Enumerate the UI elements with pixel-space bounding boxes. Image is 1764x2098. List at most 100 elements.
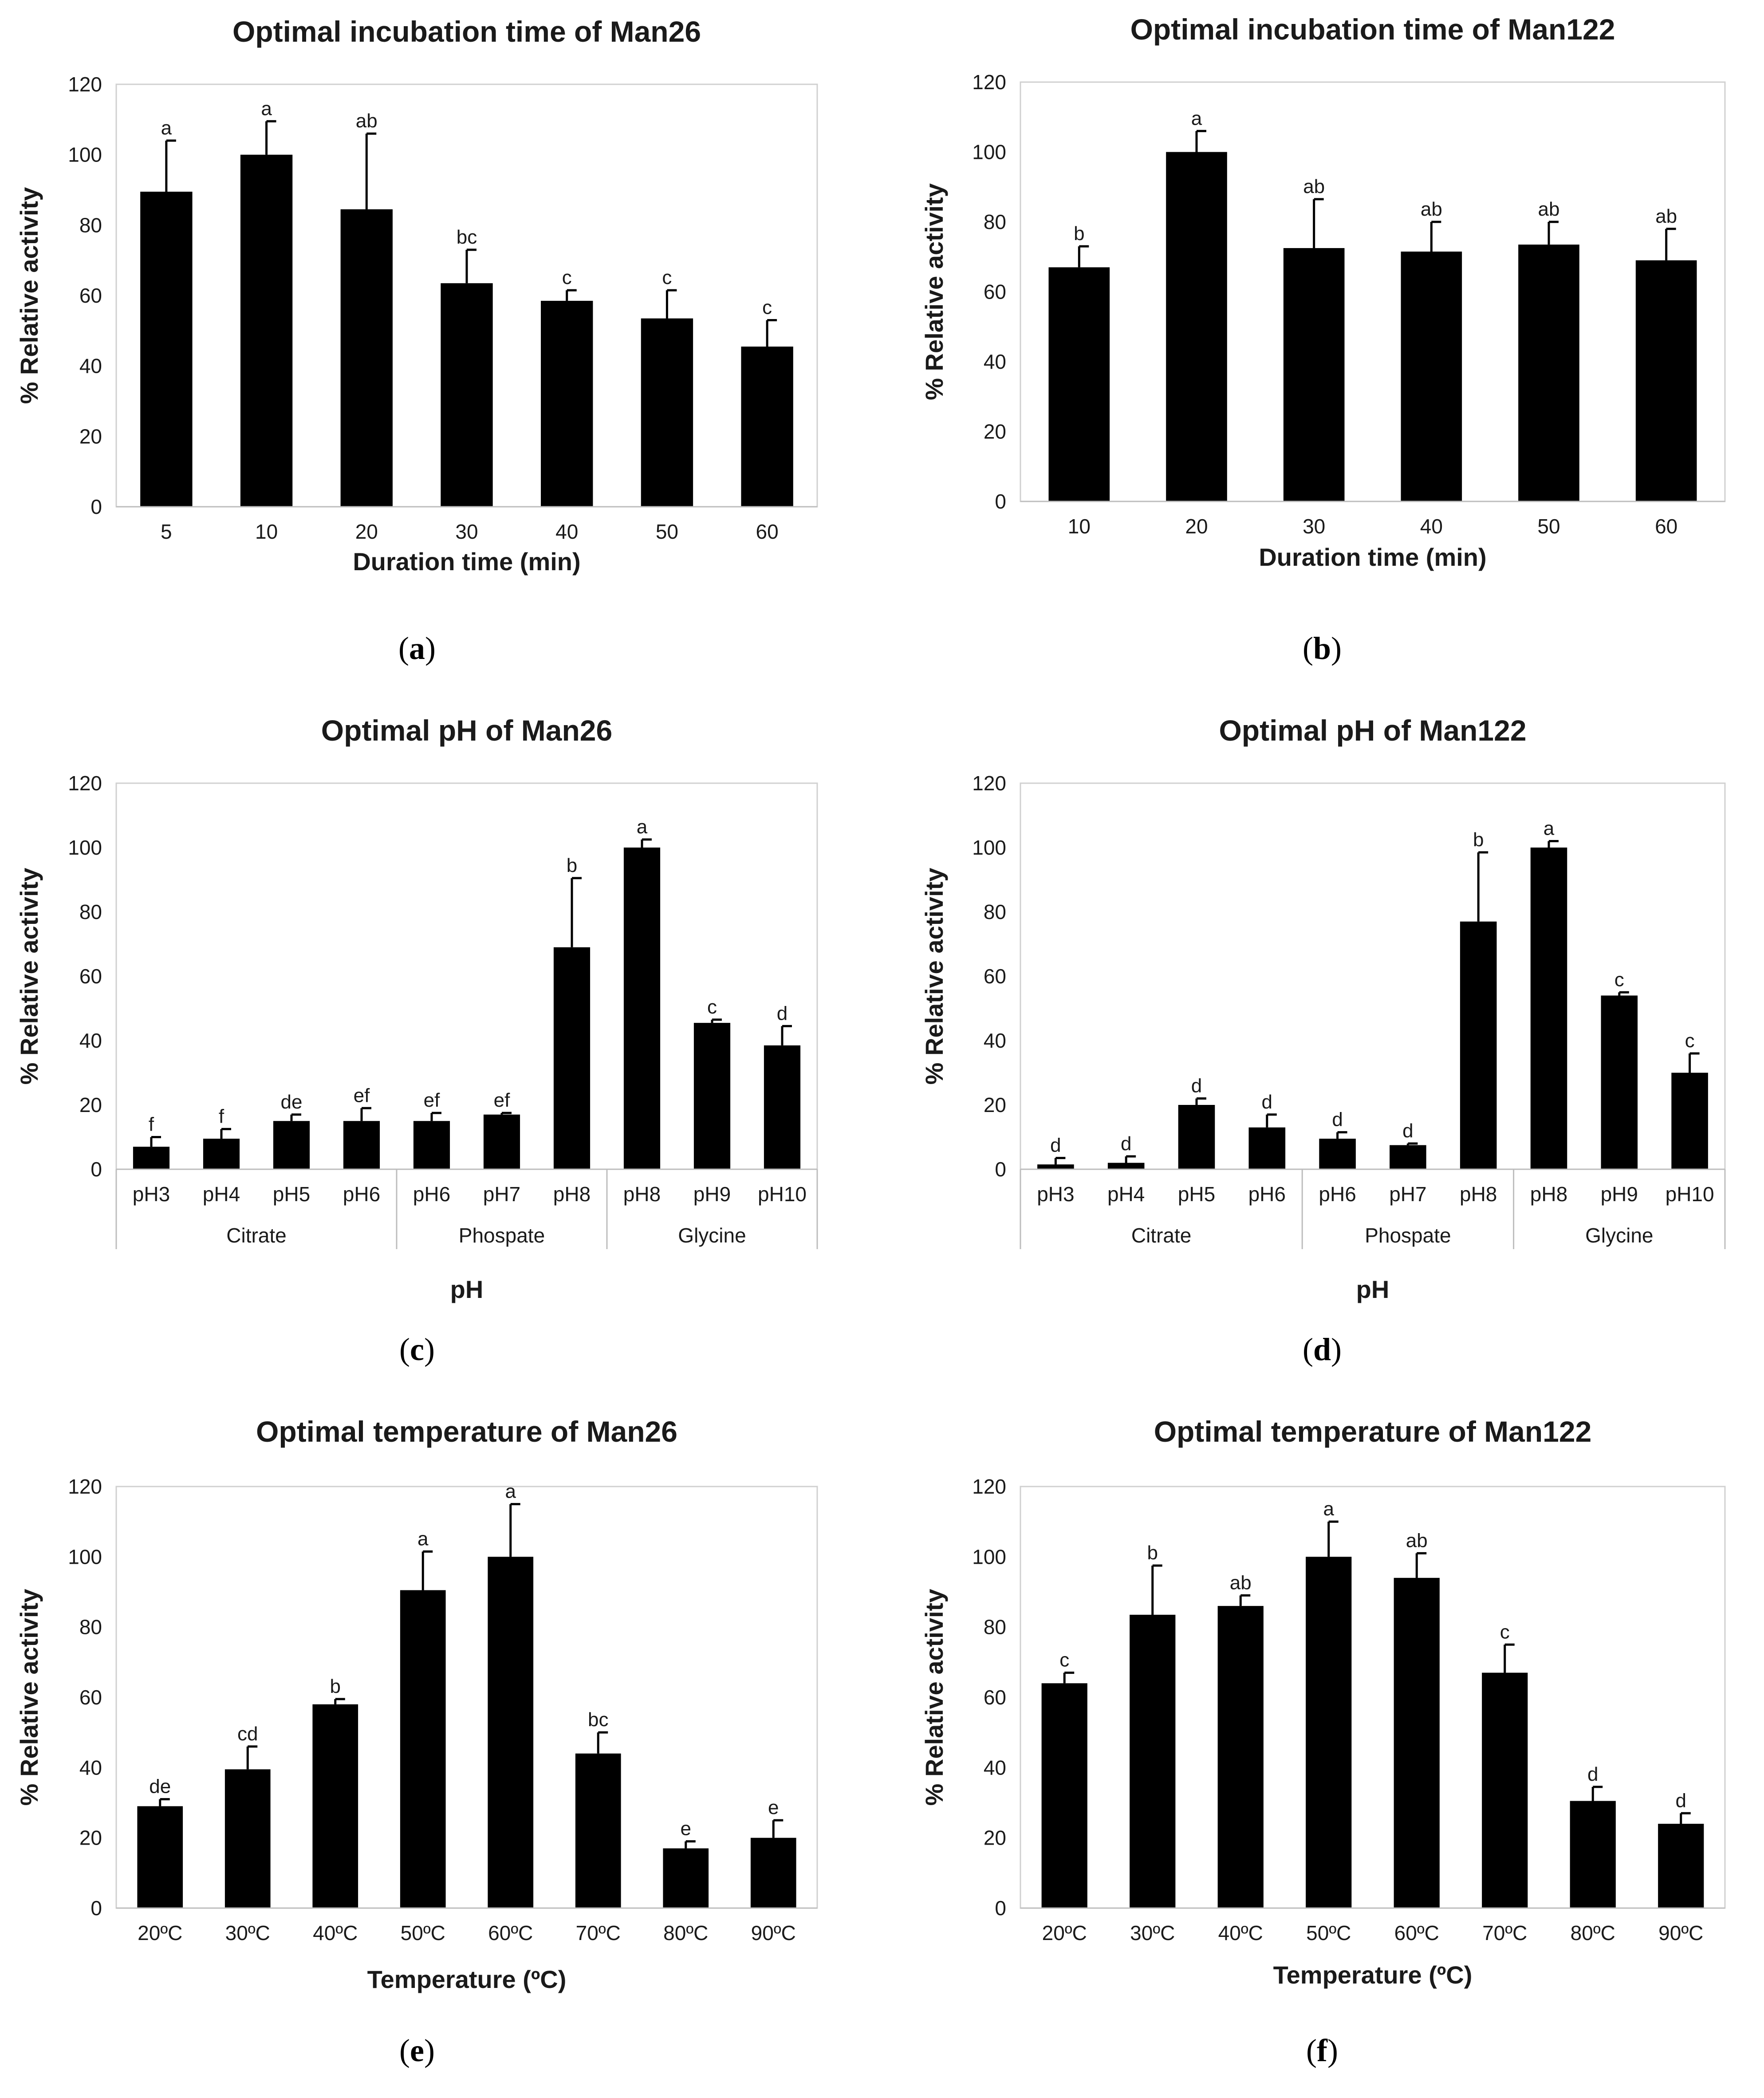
x-tick-label: pH4 bbox=[1107, 1183, 1145, 1206]
y-tick-label: 40 bbox=[79, 1029, 102, 1052]
bar bbox=[343, 1121, 380, 1169]
y-tick-label: 40 bbox=[79, 355, 102, 378]
y-tick-label: 120 bbox=[68, 1475, 102, 1498]
x-tick-label: pH10 bbox=[758, 1183, 807, 1206]
x-tick-label: pH9 bbox=[1601, 1183, 1638, 1206]
panel-letter: d bbox=[1313, 1332, 1331, 1367]
significance-label: ab bbox=[1406, 1530, 1428, 1551]
y-tick-label: 80 bbox=[984, 210, 1006, 233]
y-axis-label: % Relative activity bbox=[920, 1589, 948, 1806]
bar bbox=[1601, 995, 1638, 1169]
bar bbox=[750, 1838, 796, 1908]
x-tick-label: pH3 bbox=[133, 1183, 170, 1206]
bar bbox=[1319, 1139, 1356, 1169]
x-tick-label: pH6 bbox=[413, 1183, 450, 1206]
x-tick-label: pH8 bbox=[553, 1183, 591, 1206]
significance-label: ef bbox=[424, 1089, 440, 1111]
bar bbox=[140, 191, 193, 507]
x-tick-label: 80ºC bbox=[1571, 1921, 1615, 1944]
y-tick-label: 60 bbox=[984, 1686, 1006, 1709]
significance-label: d bbox=[1676, 1790, 1686, 1811]
y-tick-label: 120 bbox=[972, 772, 1006, 795]
x-tick-label: 10 bbox=[1068, 515, 1091, 538]
chart-c: 0 20 40 60 80 100 120 f pH3 f pH4 de pH5 ef pH6 ef pH6 ef… bbox=[15, 714, 818, 1367]
y-axis-label: % Relative activity bbox=[15, 1589, 43, 1806]
y-tick-label: 60 bbox=[79, 1686, 102, 1709]
y-tick-label: 80 bbox=[79, 213, 102, 237]
panel-letter: e bbox=[410, 2033, 424, 2068]
group-label: Phospate bbox=[1365, 1224, 1451, 1247]
bar bbox=[1518, 245, 1579, 501]
y-tick-label: 0 bbox=[995, 1158, 1006, 1181]
significance-label: b bbox=[1473, 829, 1484, 851]
y-tick-label: 20 bbox=[79, 425, 102, 448]
y-tick-label: 20 bbox=[79, 1826, 102, 1850]
y-tick-label: 0 bbox=[995, 490, 1006, 513]
group-label: Citrate bbox=[226, 1224, 286, 1247]
x-tick-label: pH6 bbox=[1248, 1183, 1286, 1206]
panel-caption: (e) bbox=[399, 2033, 435, 2068]
bar bbox=[1178, 1105, 1215, 1169]
bar bbox=[240, 154, 293, 507]
y-tick-label: 60 bbox=[984, 965, 1006, 988]
x-tick-label: pH7 bbox=[483, 1183, 520, 1206]
x-tick-label: 90ºC bbox=[751, 1921, 796, 1944]
y-tick-label: 0 bbox=[91, 1158, 102, 1181]
x-tick-label: 10 bbox=[255, 520, 278, 543]
bar bbox=[553, 947, 591, 1169]
significance-label: a bbox=[637, 816, 648, 838]
significance-label: c bbox=[1614, 969, 1624, 990]
significance-label: ab bbox=[1230, 1572, 1252, 1593]
panel-caption: (f) bbox=[1306, 2033, 1338, 2068]
bar bbox=[224, 1769, 271, 1908]
bar bbox=[1248, 1127, 1286, 1169]
y-tick-label: 120 bbox=[972, 1475, 1006, 1498]
significance-label: c bbox=[662, 267, 672, 288]
y-tick-label: 80 bbox=[984, 1616, 1006, 1639]
y-tick-label: 60 bbox=[79, 284, 102, 307]
significance-label: bc bbox=[588, 1709, 608, 1731]
significance-label: c bbox=[1685, 1030, 1695, 1052]
y-tick-label: 20 bbox=[984, 1826, 1006, 1850]
x-tick-label: 70ºC bbox=[1482, 1921, 1527, 1944]
significance-label: b bbox=[1074, 223, 1084, 245]
bar bbox=[273, 1121, 310, 1169]
x-tick-label: pH6 bbox=[343, 1183, 380, 1206]
y-tick-label: 100 bbox=[68, 1545, 102, 1568]
y-tick-label: 20 bbox=[984, 420, 1006, 443]
significance-label: d bbox=[1402, 1120, 1413, 1142]
significance-label: c bbox=[1059, 1649, 1069, 1671]
significance-label: d bbox=[777, 1002, 788, 1024]
significance-label: c bbox=[562, 267, 572, 288]
significance-label: b bbox=[330, 1676, 341, 1697]
significance-label: c bbox=[1500, 1621, 1510, 1643]
x-tick-label: pH4 bbox=[203, 1183, 240, 1206]
significance-label: f bbox=[219, 1105, 224, 1127]
x-axis-label: Temperature (ºC) bbox=[367, 1965, 567, 1993]
x-tick-label: 50ºC bbox=[1306, 1921, 1351, 1944]
x-tick-label: 20 bbox=[1185, 515, 1208, 538]
x-tick-label: pH3 bbox=[1037, 1183, 1074, 1206]
x-tick-label: 5 bbox=[161, 520, 172, 543]
bar bbox=[133, 1147, 170, 1169]
y-tick-label: 100 bbox=[972, 141, 1006, 164]
bar bbox=[137, 1806, 183, 1908]
panel-caption: (d) bbox=[1303, 1332, 1342, 1367]
significance-label: bc bbox=[457, 226, 477, 248]
x-tick-label: 60ºC bbox=[488, 1921, 533, 1944]
significance-label: d bbox=[1191, 1075, 1202, 1097]
bar bbox=[1130, 1614, 1176, 1908]
x-tick-label: pH8 bbox=[623, 1183, 661, 1206]
x-tick-label: pH6 bbox=[1319, 1183, 1356, 1206]
significance-label: e bbox=[768, 1797, 779, 1818]
x-tick-label: 70ºC bbox=[576, 1921, 621, 1944]
significance-label: ef bbox=[354, 1084, 370, 1106]
x-tick-label: 50ºC bbox=[401, 1921, 445, 1944]
chart-a: 0 20 40 60 80 100 120 a 5 a 10 ab 20 bc 30 c 40 c 50 c 60 Opt… bbox=[15, 15, 818, 666]
bar bbox=[340, 209, 393, 507]
bar bbox=[1460, 921, 1497, 1169]
x-tick-label: 20ºC bbox=[1042, 1921, 1087, 1944]
y-tick-label: 120 bbox=[68, 73, 102, 96]
x-tick-label: 30ºC bbox=[225, 1921, 270, 1944]
bar bbox=[1037, 1164, 1074, 1169]
